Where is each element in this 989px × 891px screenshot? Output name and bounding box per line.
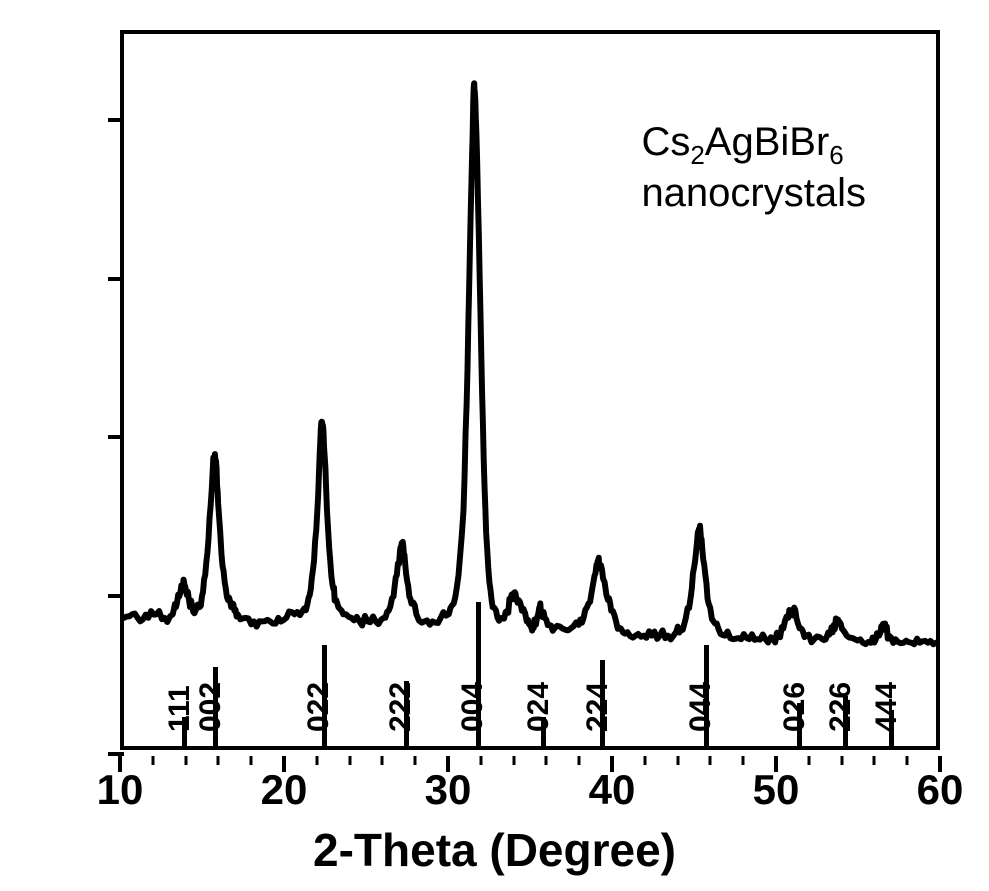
peak-label: 111	[163, 685, 197, 732]
x-minor-tick	[414, 756, 417, 765]
x-minor-tick	[184, 756, 187, 765]
x-minor-tick	[250, 756, 253, 765]
x-minor-tick	[807, 756, 810, 765]
x-tick-labels: 102030405060	[120, 756, 940, 806]
x-minor-tick	[479, 756, 482, 765]
x-minor-tick	[315, 756, 318, 765]
peak-label: 026	[778, 682, 812, 732]
x-tick-label: 40	[589, 766, 636, 814]
y-tick	[108, 594, 124, 598]
peak-label: 002	[194, 682, 228, 732]
x-major-tick	[282, 756, 286, 772]
peak-label: 044	[684, 682, 718, 732]
x-minor-tick	[709, 756, 712, 765]
x-minor-tick	[348, 756, 351, 765]
x-minor-tick	[578, 756, 581, 765]
peak-label: 022	[302, 682, 336, 732]
x-minor-tick	[742, 756, 745, 765]
xrd-chart: Intensity (a.u.) Cs2AgBiBr6 nanocrystals…	[0, 0, 989, 891]
x-tick-label: 50	[753, 766, 800, 814]
peak-label: 024	[522, 682, 556, 732]
y-tick	[108, 435, 124, 439]
peak-label: 004	[456, 682, 490, 732]
y-tick	[108, 277, 124, 281]
x-minor-tick	[512, 756, 515, 765]
x-tick-label: 60	[917, 766, 964, 814]
peak-label: 224	[581, 682, 615, 732]
x-minor-tick	[643, 756, 646, 765]
x-tick-label: 30	[425, 766, 472, 814]
x-major-tick	[774, 756, 778, 772]
y-tick	[108, 118, 124, 122]
plot-area: Cs2AgBiBr6 nanocrystals 111002 022 222 004 0…	[120, 30, 940, 750]
x-major-tick	[118, 756, 122, 772]
x-tick-label: 10	[97, 766, 144, 814]
peak-label: 226	[824, 682, 858, 732]
x-minor-tick	[873, 756, 876, 765]
x-major-tick	[446, 756, 450, 772]
x-minor-tick	[906, 756, 909, 765]
x-major-tick	[938, 756, 942, 772]
x-minor-tick	[676, 756, 679, 765]
x-major-tick	[610, 756, 614, 772]
peak-label: 444	[870, 682, 904, 732]
x-minor-tick	[217, 756, 220, 765]
x-axis-label: 2-Theta (Degree)	[313, 823, 676, 877]
peak-label: 222	[384, 682, 418, 732]
x-tick-label: 20	[261, 766, 308, 814]
x-minor-tick	[840, 756, 843, 765]
x-minor-tick	[545, 756, 548, 765]
x-minor-tick	[151, 756, 154, 765]
x-minor-tick	[381, 756, 384, 765]
chart-title: Cs2AgBiBr6 nanocrystals	[641, 120, 866, 216]
